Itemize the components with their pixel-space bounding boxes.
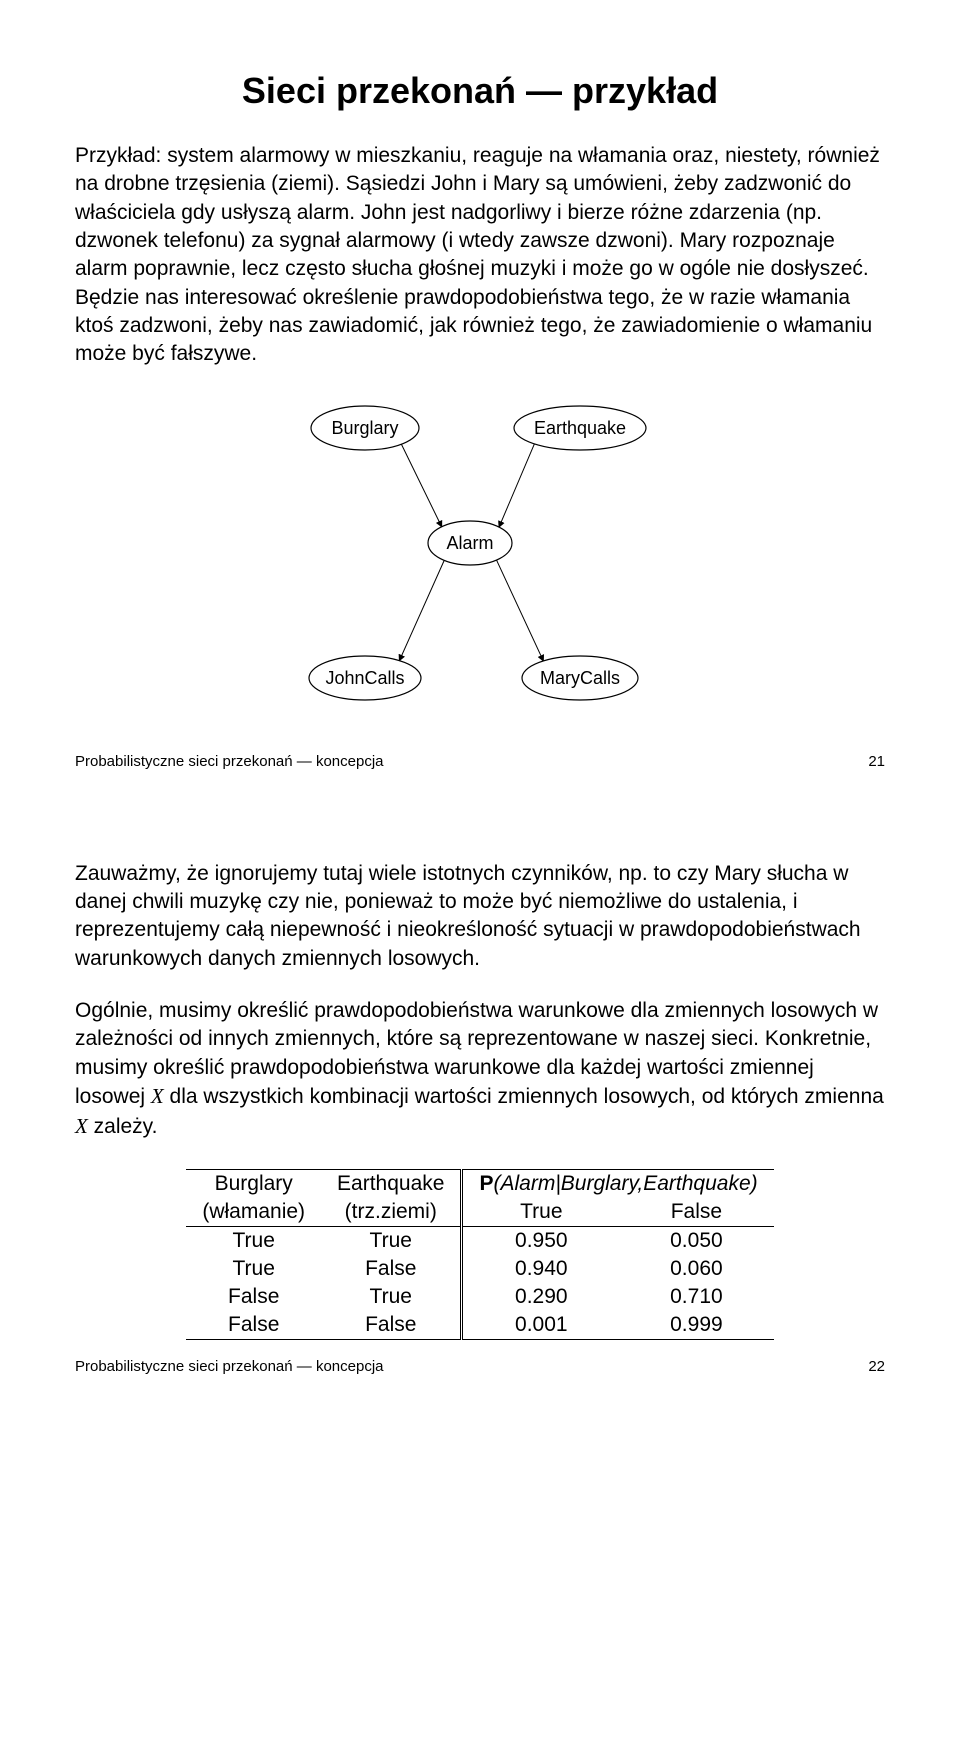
node-marycalls: MaryCalls	[522, 656, 638, 700]
svg-text:Alarm: Alarm	[446, 533, 493, 553]
cpt-table: BurglaryEarthquakeP(Alarm|Burglary,Earth…	[186, 1169, 773, 1340]
footer-left-2: Probabilistyczne sieci przekonań — konce…	[75, 1358, 384, 1375]
edge-alarm-johncalls	[399, 560, 444, 660]
paragraph-conditional-prob: Ogólnie, musimy określić prawdopodobieńs…	[75, 997, 885, 1141]
cpt-header-2: (włamanie)(trz.ziemi)TrueFalse	[186, 1198, 773, 1227]
para2-post: zależy.	[88, 1115, 158, 1138]
edge-earthquake-alarm	[499, 444, 534, 527]
svg-text:Earthquake: Earthquake	[534, 418, 626, 438]
example-paragraph: Przykład: system alarmowy w mieszkaniu, …	[75, 142, 885, 369]
node-alarm: Alarm	[428, 521, 512, 565]
math-var-x-1: X	[151, 1084, 164, 1108]
page-number-2: 22	[868, 1358, 885, 1375]
cpt-header-1: BurglaryEarthquakeP(Alarm|Burglary,Earth…	[186, 1169, 773, 1198]
cpt-row: TrueTrue0.9500.050	[186, 1226, 773, 1255]
node-earthquake: Earthquake	[514, 406, 646, 450]
svg-text:Burglary: Burglary	[331, 418, 398, 438]
edge-burglary-alarm	[401, 444, 441, 527]
cpt-row: FalseFalse0.0010.999	[186, 1311, 773, 1340]
node-burglary: Burglary	[311, 406, 419, 450]
node-johncalls: JohnCalls	[309, 656, 421, 700]
page-number-1: 21	[868, 753, 885, 770]
edge-alarm-marycalls	[497, 560, 544, 661]
paragraph-ignore-factors: Zauważmy, że ignorujemy tutaj wiele isto…	[75, 860, 885, 973]
math-var-x-2: X	[75, 1114, 88, 1138]
page-footer-2: Probabilistyczne sieci przekonań — konce…	[75, 1358, 885, 1375]
page-title: Sieci przekonań — przykład	[75, 70, 885, 112]
bayes-net-diagram: Burglary Earthquake Alarm JohnCalls MaryCall…	[75, 393, 885, 713]
svg-text:JohnCalls: JohnCalls	[325, 668, 404, 688]
svg-text:MaryCalls: MaryCalls	[540, 668, 620, 688]
page-footer-1: Probabilistyczne sieci przekonań — konce…	[75, 753, 885, 770]
footer-left-1: Probabilistyczne sieci przekonań — konce…	[75, 753, 384, 770]
cpt-table-wrap: BurglaryEarthquakeP(Alarm|Burglary,Earth…	[75, 1169, 885, 1340]
cpt-row: FalseTrue0.2900.710	[186, 1283, 773, 1311]
cpt-row: TrueFalse0.9400.060	[186, 1255, 773, 1283]
para2-mid: dla wszystkich kombinacji wartości zmien…	[164, 1085, 884, 1108]
